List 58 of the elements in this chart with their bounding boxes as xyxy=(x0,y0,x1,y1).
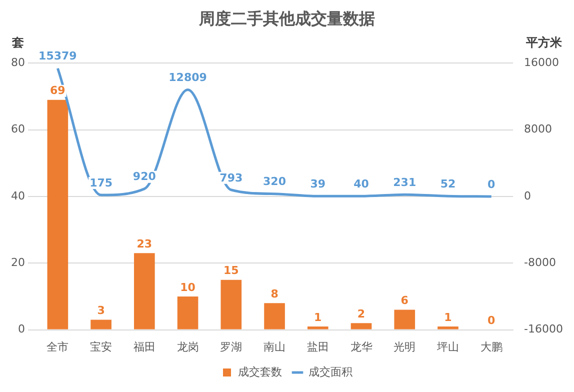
x-tick-label: 龙华 xyxy=(350,340,372,354)
bar xyxy=(47,100,68,330)
x-tick-label: 坪山 xyxy=(436,340,459,354)
data-label: 0 xyxy=(488,178,496,191)
y2-tick-label: -16000 xyxy=(524,322,564,336)
data-label: 1 xyxy=(444,310,452,324)
bar xyxy=(350,323,372,330)
data-label: 10 xyxy=(180,280,196,294)
y-tick-label: 80 xyxy=(10,56,25,70)
data-label: 8 xyxy=(270,288,278,300)
x-tick-label: 福田 xyxy=(133,340,156,354)
bar xyxy=(438,326,458,330)
chart-title: 周度二手其他成交量数据 xyxy=(198,8,375,28)
y-axis-title: 套 xyxy=(11,35,24,50)
data-label: 15 xyxy=(223,264,239,278)
y2-tick-label: 0 xyxy=(524,189,532,202)
x-tick-label: 大鹏 xyxy=(480,340,502,354)
y-tick-label: 60 xyxy=(10,122,25,136)
x-tick-label: 宝安 xyxy=(90,340,112,354)
data-label: 0 xyxy=(488,314,496,328)
data-label: 23 xyxy=(136,238,152,251)
y2-tick-label: 16000 xyxy=(524,56,560,70)
bar xyxy=(134,253,155,330)
data-label: 1 xyxy=(314,310,322,324)
data-label: 793 xyxy=(220,171,243,184)
legend-label: 成交套数 xyxy=(238,365,282,378)
bar xyxy=(307,326,328,330)
data-label: 15379 xyxy=(38,50,77,63)
x-tick-label: 罗湖 xyxy=(220,340,242,354)
data-label: 2 xyxy=(357,307,366,320)
y-tick-label: 40 xyxy=(10,189,25,202)
data-label: 6 xyxy=(400,294,409,308)
bar xyxy=(394,310,416,330)
x-tick-label: 光明 xyxy=(394,340,416,354)
data-label: 40 xyxy=(354,178,370,191)
bar xyxy=(90,320,112,330)
data-label: 39 xyxy=(310,178,326,191)
x-tick-label: 南山 xyxy=(264,340,286,354)
y-tick-label: 0 xyxy=(18,322,25,336)
bar xyxy=(264,303,285,330)
x-tick-label: 盐田 xyxy=(306,340,329,354)
data-label: 69 xyxy=(50,84,66,98)
legend-label: 成交面积 xyxy=(308,365,352,378)
data-label: 12809 xyxy=(168,71,207,84)
bar xyxy=(177,296,198,330)
data-label: 320 xyxy=(263,175,286,188)
y2-axis-title: 平方米 xyxy=(525,35,563,50)
data-label: 3 xyxy=(97,304,105,318)
data-label: 231 xyxy=(393,176,416,189)
data-label: 920 xyxy=(132,170,156,184)
y2-tick-label: 8000 xyxy=(524,122,552,136)
bar xyxy=(220,280,242,330)
y2-tick-label: -8000 xyxy=(524,256,556,270)
x-tick-label: 龙岗 xyxy=(176,340,199,354)
x-tick-label: 全市 xyxy=(46,340,69,354)
data-label: 52 xyxy=(440,177,456,190)
data-label: 175 xyxy=(90,176,113,190)
y-tick-label: 20 xyxy=(10,256,25,270)
